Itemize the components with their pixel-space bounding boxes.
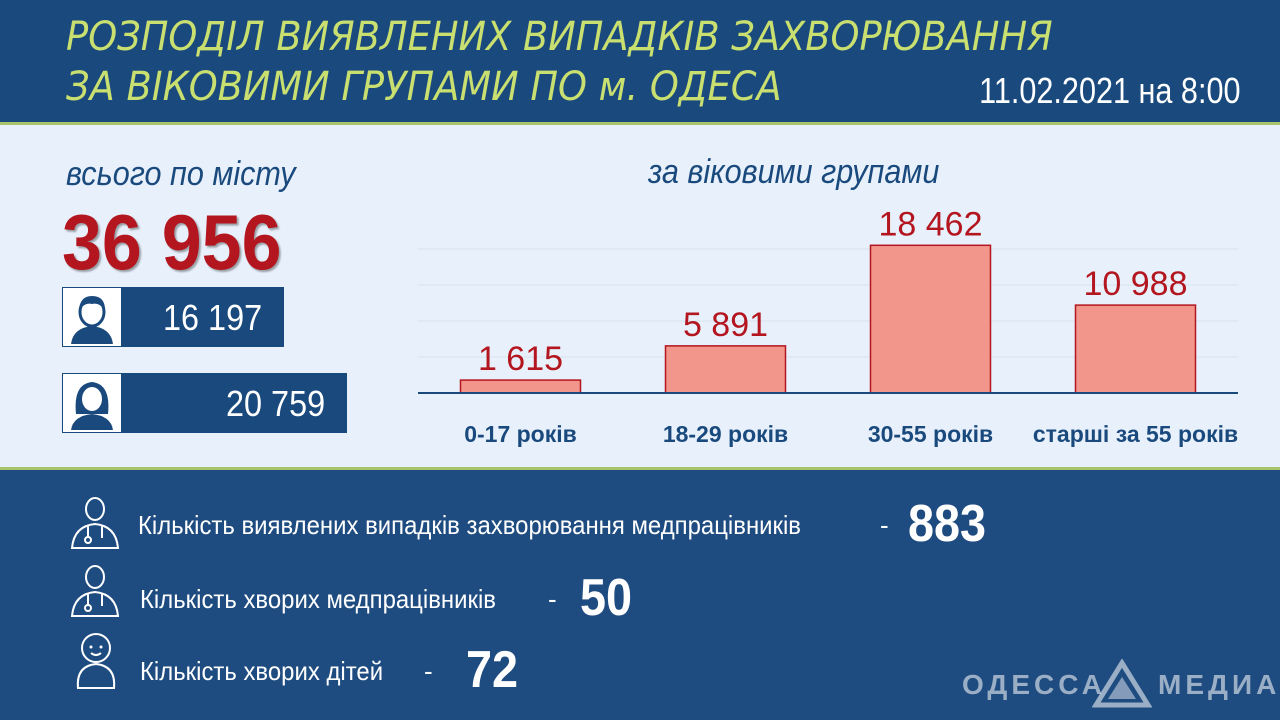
chart-bar — [1074, 304, 1197, 394]
stat-label-cases: Кількість виявлених випадків захворюванн… — [138, 510, 802, 540]
stat-label-sick-children: Кількість хворих дітей — [140, 656, 384, 686]
report-date: 11.02.2021 на 8:00 — [978, 70, 1240, 111]
doctor-icon — [70, 565, 120, 617]
chart-title: за віковими групами — [648, 153, 940, 191]
chart-category-label: старші за 55 років — [1033, 421, 1238, 447]
chart-value-label: 1 615 — [478, 340, 563, 378]
chart-bar — [459, 379, 582, 394]
total-label: всього по місту — [66, 155, 296, 193]
man-icon — [62, 287, 122, 347]
chart-category-label: 0-17 років — [464, 421, 577, 447]
page-title: РОЗПОДІЛ ВИЯВЛЕНИХ ВИПАДКІВ ЗАХВОРЮВАННЯ… — [66, 12, 1053, 112]
stat-value-sick-children: 72 — [466, 641, 519, 699]
chart-bar — [664, 345, 787, 394]
doctor-icon — [70, 497, 120, 549]
age-group-bar-chart: 1 615 0-17 років 5 891 18-29 років 18 462 30-… — [418, 205, 1238, 447]
stat-dash: - — [880, 510, 889, 540]
title-line-1: РОЗПОДІЛ ВИЯВЛЕНИХ ВИПАДКІВ ЗАХВОРЮВАННЯ — [66, 14, 1053, 60]
chart-value-label: 10 988 — [1084, 265, 1188, 303]
logo-text-left: ОДЕССА — [962, 669, 1106, 700]
stat-label-sick-medics: Кількість хворих медпрацівників — [140, 584, 496, 614]
baby-icon — [76, 633, 116, 689]
woman-icon — [62, 373, 122, 433]
chart-category-label: 30-55 років — [868, 421, 993, 447]
header: РОЗПОДІЛ ВИЯВЛЕНИХ ВИПАДКІВ ЗАХВОРЮВАННЯ… — [0, 0, 1280, 125]
stat-dash: - — [548, 584, 557, 614]
male-count-box: 16 197 — [62, 287, 284, 347]
stat-value-sick-medics: 50 — [580, 569, 633, 627]
chart-category-label: 18-29 років — [663, 421, 788, 447]
logo-triangle-icon — [1092, 659, 1152, 708]
logo-text-right: МЕДИА — [1158, 669, 1280, 700]
female-count-box: 20 759 — [62, 373, 347, 433]
total-value: 36 956 — [62, 198, 282, 286]
stat-value-cases: 883 — [908, 495, 987, 553]
female-count: 20 759 — [225, 383, 325, 424]
title-line-2: ЗА ВІКОВИМИ ГРУПАМИ ПО м. ОДЕСА — [66, 64, 782, 110]
chart-value-label: 5 891 — [683, 306, 768, 344]
odessa-media-logo: ОДЕССА МЕДИА — [962, 659, 1276, 709]
chart-bar — [869, 244, 992, 394]
medical-stats: Кількість виявлених випадків захворюванн… — [0, 470, 1280, 720]
stat-dash: - — [424, 656, 433, 686]
male-count: 16 197 — [162, 297, 262, 338]
stats-panel: всього по місту 36 956 16 197 20 759 за … — [0, 125, 1280, 470]
chart-value-label: 18 462 — [879, 205, 983, 243]
